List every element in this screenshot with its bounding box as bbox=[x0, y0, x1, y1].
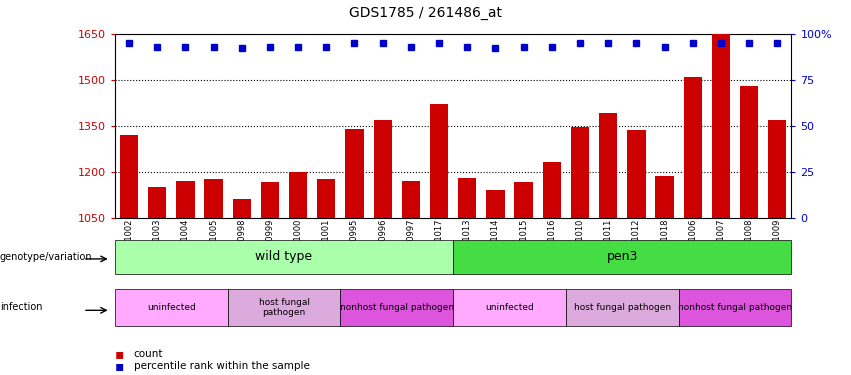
Bar bbox=[683, 76, 702, 218]
Text: ▪: ▪ bbox=[115, 358, 124, 373]
Text: uninfected: uninfected bbox=[147, 303, 196, 312]
Bar bbox=[768, 120, 786, 218]
Bar bbox=[148, 187, 166, 218]
Text: nonhost fungal pathogen: nonhost fungal pathogen bbox=[678, 303, 792, 312]
Text: count: count bbox=[134, 350, 163, 359]
Bar bbox=[627, 130, 646, 218]
Bar bbox=[655, 176, 674, 218]
Text: host fungal
pathogen: host fungal pathogen bbox=[259, 298, 310, 317]
Bar bbox=[486, 190, 505, 217]
Bar bbox=[346, 129, 363, 217]
Bar bbox=[711, 34, 730, 218]
Bar bbox=[740, 86, 758, 218]
Text: wild type: wild type bbox=[255, 251, 312, 263]
Bar bbox=[458, 178, 477, 218]
Bar bbox=[176, 181, 195, 218]
Bar bbox=[571, 127, 589, 218]
Bar bbox=[232, 199, 251, 217]
Bar bbox=[260, 182, 279, 218]
Text: host fungal pathogen: host fungal pathogen bbox=[574, 303, 671, 312]
Bar bbox=[402, 181, 420, 218]
Bar bbox=[515, 182, 533, 218]
Bar bbox=[543, 162, 561, 218]
Bar bbox=[204, 179, 223, 218]
Bar bbox=[289, 172, 307, 217]
Bar bbox=[599, 113, 617, 218]
Text: pen3: pen3 bbox=[607, 251, 638, 263]
Text: infection: infection bbox=[0, 303, 43, 312]
Bar bbox=[374, 120, 391, 218]
Text: genotype/variation: genotype/variation bbox=[0, 252, 93, 262]
Bar bbox=[430, 104, 448, 218]
Text: uninfected: uninfected bbox=[485, 303, 534, 312]
Text: percentile rank within the sample: percentile rank within the sample bbox=[134, 361, 310, 370]
Text: GDS1785 / 261486_at: GDS1785 / 261486_at bbox=[349, 6, 502, 20]
Text: ▪: ▪ bbox=[115, 347, 124, 362]
Bar bbox=[317, 179, 335, 218]
Bar bbox=[120, 135, 138, 218]
Text: nonhost fungal pathogen: nonhost fungal pathogen bbox=[340, 303, 454, 312]
